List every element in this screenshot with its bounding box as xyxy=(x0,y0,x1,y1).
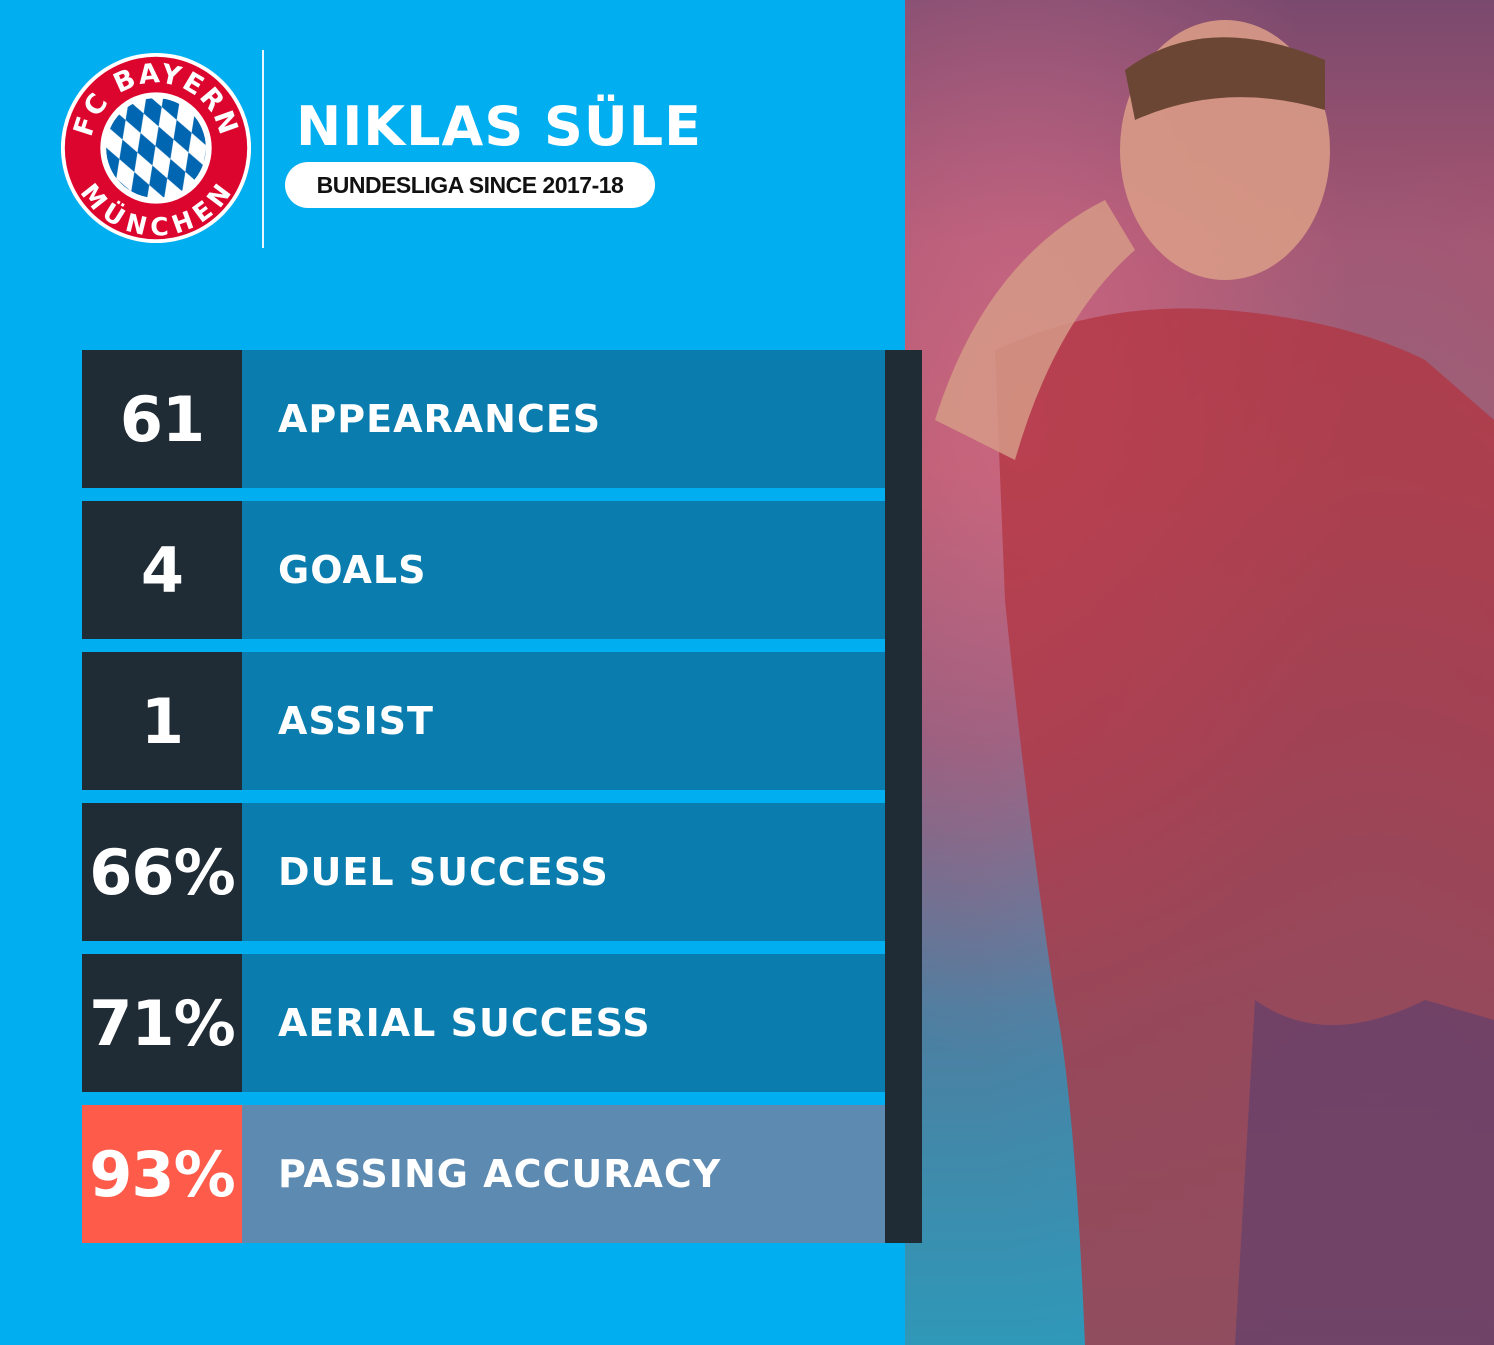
stat-label: DUEL SUCCESS xyxy=(242,803,885,941)
accent-bar xyxy=(885,350,922,1243)
stat-label: ASSIST xyxy=(242,652,885,790)
stat-value: 61 xyxy=(82,350,242,488)
stat-label: AERIAL SUCCESS xyxy=(242,954,885,1092)
stat-value: 1 xyxy=(82,652,242,790)
player-photo xyxy=(905,0,1494,1345)
player-name: NIKLAS SÜLE xyxy=(296,95,703,158)
stat-row: 61 APPEARANCES xyxy=(82,350,885,488)
stat-value: 4 xyxy=(82,501,242,639)
stat-row: 66% DUEL SUCCESS xyxy=(82,803,885,941)
subtitle-badge: BUNDESLIGA SINCE 2017-18 xyxy=(285,162,655,208)
stat-label: APPEARANCES xyxy=(242,350,885,488)
header-divider xyxy=(262,50,264,248)
stat-value: 71% xyxy=(82,954,242,1092)
stat-row: 71% AERIAL SUCCESS xyxy=(82,954,885,1092)
fc-bayern-logo: FC BAYERN MÜNCHEN xyxy=(60,52,252,244)
stat-label: GOALS xyxy=(242,501,885,639)
stat-row: 1 ASSIST xyxy=(82,652,885,790)
stat-row: 4 GOALS xyxy=(82,501,885,639)
stat-value: 93% xyxy=(82,1105,242,1243)
stat-label: PASSING ACCURACY xyxy=(242,1105,885,1243)
stat-row: 93% PASSING ACCURACY xyxy=(82,1105,885,1243)
stat-value: 66% xyxy=(82,803,242,941)
